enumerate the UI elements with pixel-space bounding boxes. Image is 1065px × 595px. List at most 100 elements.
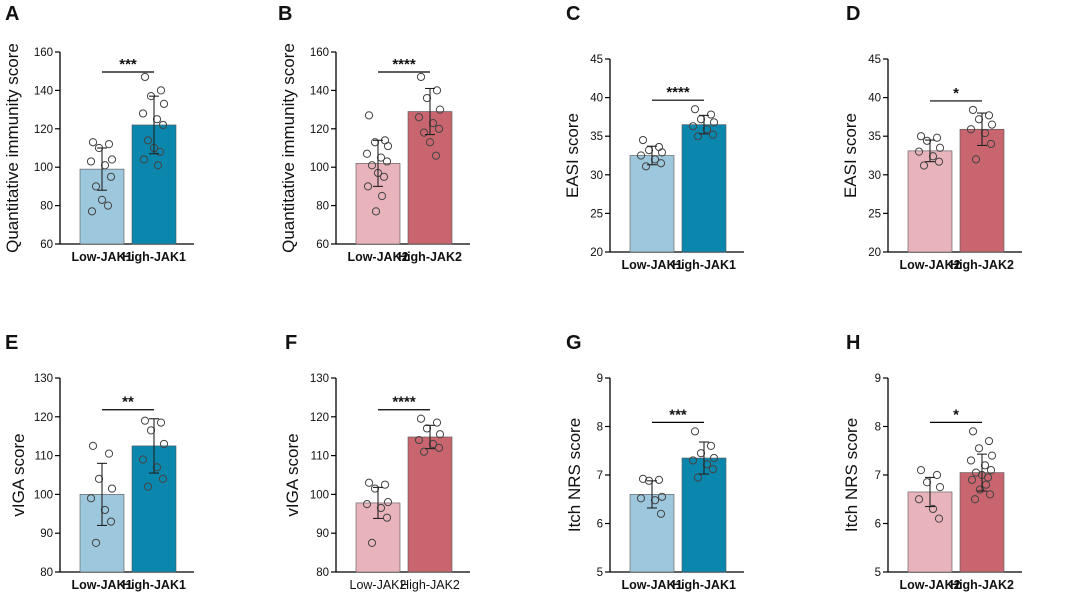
- data-point: [914, 147, 924, 156]
- y-tick-label: 90: [40, 528, 53, 540]
- category-label: High-JAK2: [950, 578, 1014, 592]
- data-point: [91, 538, 101, 548]
- data-point: [974, 444, 984, 453]
- y-axis-label: Itch NRS score: [565, 418, 584, 532]
- data-point: [657, 148, 667, 157]
- data-point: [139, 155, 149, 164]
- data-point: [638, 474, 648, 483]
- y-tick-label: 8: [597, 422, 603, 434]
- category-label: High-JAK2: [400, 578, 460, 592]
- y-tick-label: 35: [590, 131, 603, 143]
- data-point: [986, 139, 996, 149]
- y-tick-label: 130: [34, 373, 53, 385]
- y-tick-label: 6: [597, 519, 603, 531]
- y-tick-label: 9: [597, 373, 603, 385]
- data-point: [103, 201, 113, 210]
- data-point: [916, 466, 926, 475]
- y-tick-label: 25: [590, 208, 603, 220]
- panel-d: D 20 25 30 35 40 45 EASI score Low-JAK2High-JAK2…: [841, 3, 1022, 272]
- data-point: [641, 162, 651, 171]
- significance-stars: **: [122, 394, 134, 411]
- data-point: [91, 182, 101, 191]
- data-point: [693, 132, 703, 141]
- y-tick-label: 20: [868, 247, 881, 259]
- data-point: [383, 141, 393, 151]
- data-point: [932, 133, 942, 142]
- data-point: [97, 195, 107, 204]
- data-point: [416, 72, 426, 82]
- data-point: [158, 474, 168, 483]
- y-tick-label: 120: [310, 124, 329, 136]
- y-tick-label: 100: [310, 162, 329, 174]
- y-tick-label: 110: [35, 451, 53, 463]
- data-point: [362, 500, 372, 509]
- data-point: [656, 509, 666, 518]
- data-point: [87, 207, 97, 216]
- panel-letter: D: [846, 3, 860, 25]
- data-point: [363, 182, 373, 191]
- data-point: [656, 159, 666, 168]
- y-axis-label: EASI score: [841, 113, 860, 198]
- data-point: [650, 496, 660, 505]
- data-point: [934, 514, 944, 523]
- data-point: [966, 125, 976, 134]
- data-point: [702, 125, 712, 134]
- data-point: [382, 157, 392, 166]
- y-axis-label: vIGA score: [9, 433, 28, 516]
- data-point: [94, 474, 104, 483]
- data-point: [100, 161, 110, 170]
- significance-stars: ***: [669, 406, 687, 423]
- data-point: [379, 172, 389, 181]
- data-point: [159, 439, 169, 449]
- data-point: [934, 157, 944, 166]
- panel-e: E 80 90 100 110 120 130 vIGA score Low-JAK1High-…: [5, 332, 194, 592]
- y-tick-label: 120: [34, 124, 53, 136]
- data-point: [153, 161, 163, 170]
- data-point: [100, 505, 110, 515]
- data-point: [650, 155, 660, 164]
- data-point: [657, 492, 667, 501]
- significance-stars: ****: [666, 84, 690, 101]
- data-point: [984, 111, 994, 120]
- category-label: High-JAK2: [398, 250, 462, 264]
- data-point: [88, 441, 98, 450]
- y-tick-label: 80: [40, 201, 53, 213]
- panel-c: C 20 25 30 35 40 45 EASI score Low-JAK1High-JAK1…: [563, 3, 744, 272]
- y-tick-label: 160: [34, 47, 53, 59]
- data-point: [140, 416, 150, 425]
- bar-high-jak2: [407, 436, 453, 573]
- data-point: [928, 504, 938, 514]
- y-tick-label: 5: [875, 567, 881, 579]
- data-point: [104, 140, 114, 149]
- data-point: [916, 132, 926, 141]
- y-tick-label: 45: [590, 54, 603, 66]
- category-label: Low-JAK1: [621, 258, 682, 272]
- data-point: [928, 152, 938, 161]
- data-point: [152, 463, 162, 472]
- category-label: High-JAK1: [672, 578, 736, 592]
- data-point: [414, 113, 424, 122]
- data-point: [980, 461, 990, 470]
- data-point: [86, 494, 96, 503]
- data-point: [922, 136, 932, 145]
- data-point: [696, 449, 706, 458]
- panel-b: B 60 80 100 120 140 160 Quantitative immunity s…: [278, 3, 470, 264]
- data-point: [106, 172, 116, 181]
- panel-letter: B: [278, 3, 292, 25]
- y-axis-label: vIGA score: [283, 433, 302, 516]
- data-point: [367, 538, 377, 548]
- data-point: [966, 456, 976, 465]
- y-tick-label: 20: [590, 247, 603, 259]
- data-point: [364, 111, 374, 120]
- data-point: [706, 441, 716, 450]
- y-axis-label: Itch NRS score: [842, 418, 861, 532]
- data-point: [370, 138, 380, 147]
- y-tick-label: 8: [875, 422, 881, 434]
- significance-stars: *: [953, 406, 959, 423]
- data-point: [919, 161, 929, 170]
- y-axis-label: Quantitative immunity score: [3, 43, 22, 253]
- data-point: [362, 149, 372, 158]
